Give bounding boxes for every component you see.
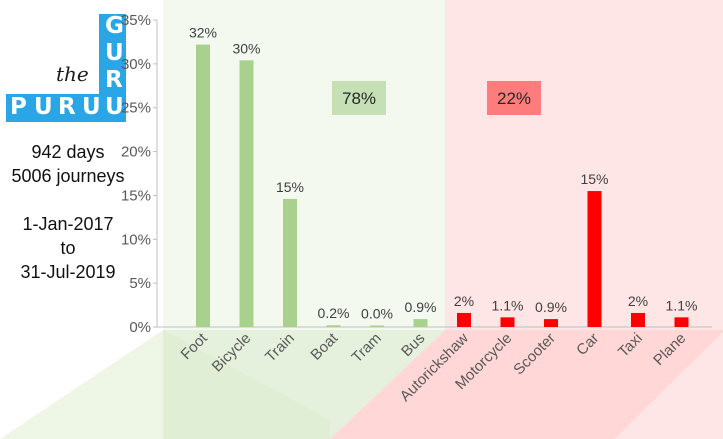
logo-white-block bbox=[6, 6, 99, 94]
data-label: 15% bbox=[276, 179, 304, 195]
data-labels: 32% 30% 15% 0.2% 0.0% 0.9% 2% 1.1% 0.9% 15% 2% 1.1% bbox=[189, 25, 697, 322]
logo-letter: U bbox=[82, 94, 101, 120]
green-region-floor-dark bbox=[163, 330, 330, 439]
group-share-label: 78% bbox=[342, 89, 376, 108]
data-label: 2% bbox=[454, 293, 474, 309]
bar-plane bbox=[674, 317, 689, 327]
y-tick-label: 20% bbox=[121, 144, 151, 161]
end-date: 31-Jul-2019 bbox=[20, 262, 116, 282]
y-axis: 0% 5% 10% 15% 20% 25% 30% 35% bbox=[121, 12, 712, 336]
y-tick-label: 35% bbox=[121, 12, 151, 29]
data-label: 2% bbox=[628, 293, 648, 309]
logo-letter: R bbox=[58, 94, 76, 120]
data-label: 15% bbox=[580, 171, 608, 187]
data-label: 0.2% bbox=[318, 305, 350, 321]
to-label: to bbox=[60, 238, 76, 258]
y-tick-label: 0% bbox=[129, 319, 151, 336]
days-count: 942 days bbox=[31, 142, 105, 162]
y-tick-label: 15% bbox=[121, 187, 151, 204]
y-tick-label: 10% bbox=[121, 231, 151, 248]
data-label: 30% bbox=[232, 40, 260, 56]
data-label: 1.1% bbox=[666, 297, 698, 313]
bar-train bbox=[283, 198, 297, 327]
bar-foot bbox=[196, 44, 210, 328]
bar-bicycle bbox=[239, 60, 254, 327]
data-label: 32% bbox=[189, 25, 217, 41]
green-region-shadow bbox=[0, 330, 163, 439]
start-date: 1-Jan-2017 bbox=[22, 214, 114, 234]
bar-taxi bbox=[631, 312, 645, 327]
journeys-count: 5006 journeys bbox=[11, 166, 125, 186]
bar-autorickshaw bbox=[457, 312, 471, 327]
logo-letter: G bbox=[105, 13, 124, 39]
logo-letter: U bbox=[105, 40, 124, 66]
logo-letter: R bbox=[105, 67, 123, 93]
logo-letter: P bbox=[10, 94, 27, 120]
group-share-label: 22% bbox=[497, 89, 531, 108]
group-share-box bbox=[332, 81, 386, 115]
bar-scooter bbox=[544, 319, 558, 327]
bar-boat bbox=[326, 325, 341, 327]
bar-tram bbox=[370, 325, 384, 327]
y-tick-label: 5% bbox=[129, 275, 151, 292]
bar-car bbox=[587, 191, 602, 327]
data-label: 0.9% bbox=[405, 299, 437, 315]
bars bbox=[196, 44, 689, 328]
data-label: 1.1% bbox=[492, 297, 524, 313]
logo-the-text: the bbox=[56, 62, 89, 86]
y-tick-label: 30% bbox=[121, 56, 151, 73]
group-share-box bbox=[487, 81, 541, 115]
data-label: 0.0% bbox=[361, 306, 393, 322]
data-label: 0.9% bbox=[535, 299, 567, 315]
y-tick-label: 25% bbox=[121, 100, 151, 117]
logo-letter: U bbox=[105, 94, 124, 120]
bar-bus bbox=[413, 319, 428, 327]
summary-panel: 942 days 5006 journeys 1-Jan-2017 to 31-… bbox=[0, 140, 136, 284]
logo-letter: U bbox=[34, 94, 53, 120]
group-share-boxes: 78% 22% bbox=[332, 81, 541, 115]
red-region-floor bbox=[330, 330, 723, 439]
logo-white-block bbox=[6, 6, 126, 14]
bar-motorcycle bbox=[500, 317, 515, 327]
logo: the G U R U P U R U bbox=[6, 6, 126, 122]
